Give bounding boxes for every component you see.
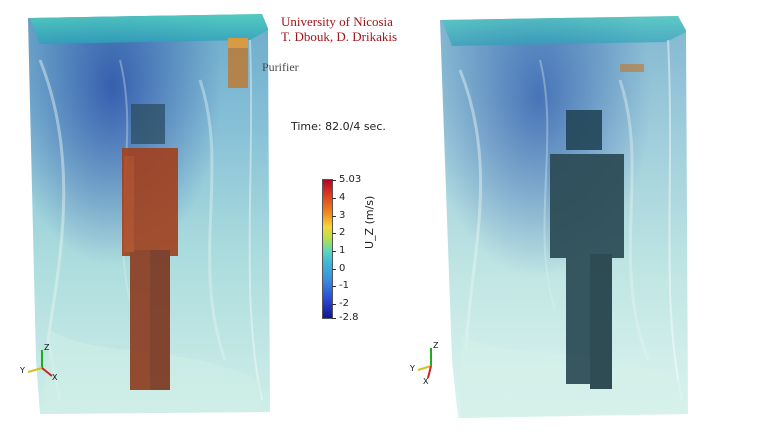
colorbar-tick-label: 1 bbox=[339, 245, 346, 257]
colorbar-tick-label: 5.03 bbox=[339, 174, 362, 185]
colorbar-tick-mark bbox=[332, 198, 336, 200]
colorbar-tick-mark bbox=[332, 215, 336, 217]
mannequin-right bbox=[550, 110, 624, 389]
colorbar-tick-label: -2.8 bbox=[339, 312, 359, 323]
colorbar-tick-mark bbox=[332, 251, 336, 253]
colorbar-tick-mark bbox=[332, 268, 336, 270]
axes-triad-left bbox=[27, 350, 53, 377]
purifier-label: Purifier bbox=[262, 60, 299, 74]
colorbar-tick-mark bbox=[332, 233, 336, 235]
right-domain bbox=[417, 16, 688, 418]
colorbar-title: U_Z (m/s) bbox=[363, 195, 376, 249]
colorbar-tick-mark bbox=[332, 303, 336, 305]
colorbar-tick-label: 2 bbox=[339, 227, 346, 239]
colorbar-tick-mark bbox=[332, 180, 336, 181]
colorbar-tick-label: 0 bbox=[339, 262, 346, 274]
credit-authors: T. Dbouk, D. Drikakis bbox=[281, 29, 398, 44]
colorbar-tick-label: 3 bbox=[339, 209, 346, 221]
axis-y-label-left: Y bbox=[20, 366, 25, 375]
colorbar-tick-mark bbox=[332, 318, 336, 319]
axis-x-label-right: X bbox=[423, 377, 429, 386]
axis-z-label-right: Z bbox=[433, 341, 439, 350]
colorbar-tick-mark bbox=[332, 286, 336, 288]
colorbar-tick-label: 4 bbox=[339, 192, 346, 204]
left-domain bbox=[27, 14, 270, 414]
purifier bbox=[228, 38, 248, 88]
colorbar-tick-label: -2 bbox=[339, 297, 349, 309]
credit-block: University of Nicosia T. Dbouk, D. Drika… bbox=[281, 14, 397, 44]
colorbar bbox=[322, 179, 333, 319]
credit-institution: University of Nicosia bbox=[281, 14, 393, 29]
colorbar-tick-label: -1 bbox=[339, 280, 349, 292]
axes-triad-right bbox=[417, 348, 432, 379]
axis-x-label-left: X bbox=[52, 373, 58, 382]
axis-z-label-left: Z bbox=[44, 343, 50, 352]
time-label: Time: 82.0/4 sec. bbox=[291, 120, 386, 133]
axis-y-label-right: Y bbox=[410, 364, 415, 373]
mannequin-left bbox=[122, 104, 178, 390]
